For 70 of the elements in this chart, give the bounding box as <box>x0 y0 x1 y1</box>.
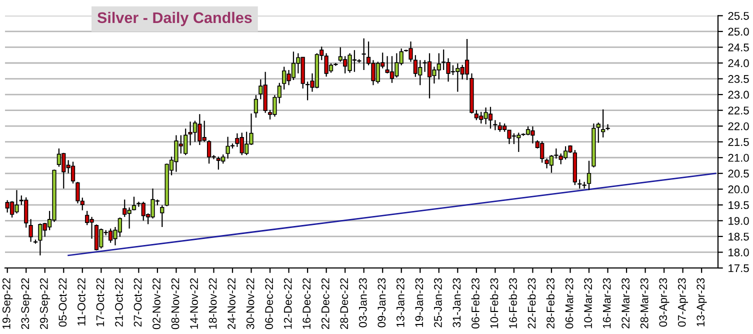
x-tick-label: 25-Jan-23 <box>434 278 442 328</box>
x-tick-label: 06-Dec-22 <box>265 278 274 330</box>
candlestick <box>70 161 76 184</box>
y-tick-label: 20.5 <box>728 170 749 178</box>
x-tick-label: 05-Oct-22 <box>58 278 67 327</box>
y-tick-label: 21.0 <box>728 154 749 162</box>
x-tick-label: 21-Oct-22 <box>115 278 123 327</box>
y-tick-label: 22.0 <box>728 122 749 130</box>
x-tick-label: 31-Jan-23 <box>452 278 461 328</box>
y-tick-label: 23.5 <box>728 75 749 83</box>
x-tick-label: 22-Feb-23 <box>528 278 536 328</box>
y-tick-label: 20.0 <box>728 185 749 194</box>
x-tick-label: 29-Sep-22 <box>40 278 50 330</box>
x-tick-label: 10-Feb-23 <box>490 278 498 328</box>
x-tick-label: 12-Dec-22 <box>284 278 292 329</box>
y-tick-label: 25.5 <box>728 12 749 20</box>
y-tick-label: 18.0 <box>728 248 749 256</box>
x-tick-label: 06-Feb-23 <box>471 278 480 329</box>
candlestick <box>413 54 418 78</box>
y-tick-label: 22.5 <box>728 106 749 114</box>
y-tick-label: 23.0 <box>728 90 749 99</box>
x-tick-label: 08-Nov-22 <box>171 278 180 330</box>
x-tick-label: 14-Nov-22 <box>190 278 198 329</box>
x-tick-label: 24-Nov-22 <box>228 278 236 330</box>
candlestick <box>586 160 592 191</box>
candlestick <box>601 108 606 138</box>
y-tick-label: 18.5 <box>728 232 749 241</box>
y-tick-label: 21.5 <box>728 138 749 146</box>
x-tick-label: 13-Jan-23 <box>396 278 404 327</box>
x-tick-label: 03-Jan-23 <box>358 278 367 328</box>
y-tick-label: 24.0 <box>728 59 749 68</box>
candlestick <box>160 204 164 228</box>
candlestick <box>596 122 600 144</box>
x-tick-label: 23-Sep-22 <box>21 278 32 330</box>
x-tick-label: 16-Mar-23 <box>602 278 611 328</box>
candlestick <box>578 178 582 190</box>
x-tick-label: 28-Feb-23 <box>546 278 554 328</box>
x-tick-label: 16-Dec-22 <box>302 278 311 329</box>
y-tick-label: 25.0 <box>728 28 749 36</box>
x-tick-label: 28-Dec-22 <box>340 278 348 330</box>
candlestick <box>132 196 136 211</box>
candlestick <box>254 94 258 118</box>
x-tick-label: 19-Sep-22 <box>2 278 13 329</box>
candlestick <box>362 38 366 70</box>
candlestick <box>493 120 498 131</box>
x-tick-label: 27-Oct-22 <box>134 278 142 327</box>
x-tick-label: 30-Nov-22 <box>246 278 254 330</box>
candlestick <box>28 218 33 242</box>
x-tick-label: 13-Apr-23 <box>696 278 707 326</box>
x-tick-label: 22-Mar-23 <box>622 278 630 328</box>
x-tick-label: 11-Oct-22 <box>78 278 86 326</box>
x-tick-label: 02-Nov-22 <box>152 278 160 330</box>
candlestick <box>606 124 610 131</box>
y-tick-label: 19.5 <box>728 201 749 210</box>
x-tick-label: 03-Apr-23 <box>659 278 670 327</box>
x-tick-label: 06-Mar-23 <box>565 278 574 329</box>
x-tick-label: 19-Jan-23 <box>415 278 424 327</box>
x-tick-label: 22-Dec-22 <box>321 278 330 330</box>
x-tick-label: 18-Nov-22 <box>208 278 217 329</box>
y-tick-label: 19.0 <box>728 216 749 225</box>
candlestick <box>464 38 470 81</box>
x-tick-label: 07-Apr-23 <box>678 278 688 327</box>
x-tick-label: 16-Feb-23 <box>508 278 517 328</box>
x-tick-label: 28-Mar-23 <box>640 278 648 328</box>
x-tick-label: 09-Jan-23 <box>378 278 386 328</box>
x-tick-label: 17-Oct-22 <box>96 278 104 326</box>
y-tick-label: 17.5 <box>728 264 749 272</box>
chart-title: Silver - Daily Candles <box>97 12 252 26</box>
x-tick-label: 10-Mar-23 <box>584 278 592 328</box>
y-tick-label: 24.5 <box>728 44 749 52</box>
